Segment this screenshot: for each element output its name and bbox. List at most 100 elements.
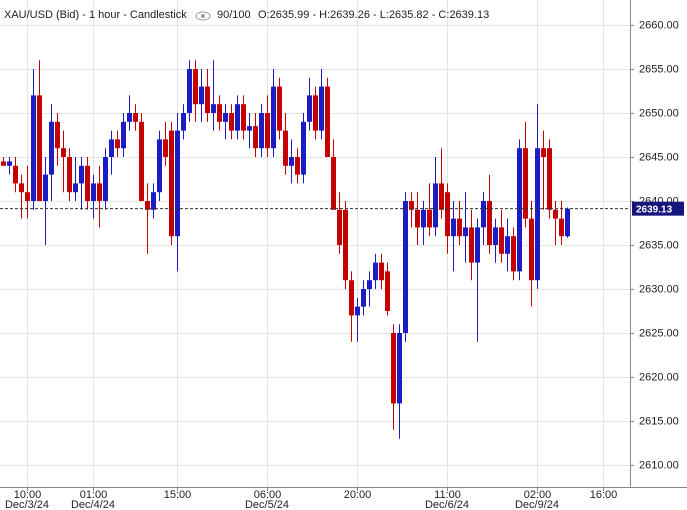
candle-body [355, 306, 360, 316]
candle-body [127, 112, 132, 122]
x-tick-label: 01:00 [80, 489, 108, 501]
candle-body [211, 104, 216, 113]
candle-body [535, 148, 540, 281]
chart-title: XAU/USD (Bid) - 1 hour - Candlestick [4, 9, 187, 21]
x-tick-label: 20:00 [344, 489, 372, 501]
candle-body [55, 121, 60, 149]
counter: 90/100 [217, 9, 251, 21]
candle-body [529, 218, 534, 281]
candle-body [463, 227, 468, 237]
x-tick-label: 16:00 [590, 489, 618, 501]
candle-body [421, 209, 426, 228]
candle-body [499, 227, 504, 254]
candle-body [37, 95, 42, 201]
ohlc-label: O: [258, 9, 270, 21]
candle-body [1, 161, 6, 166]
ohlc-readout: O:2635.99 - H:2639.26 - L:2635.82 - C:26… [258, 9, 489, 21]
x-date-label: Dec/6/24 [425, 499, 469, 510]
candle-body [295, 156, 300, 175]
x-tick-label: 15:00 [164, 489, 192, 501]
candle-body [199, 86, 204, 105]
candle-body [235, 104, 240, 131]
y-tick-label: 2610.00 [639, 459, 679, 471]
candle-body [559, 218, 564, 237]
x-tick-label: 10:00 [14, 489, 42, 501]
last-price-tag [632, 201, 684, 216]
candle-body [217, 104, 222, 122]
candle-body [433, 183, 438, 228]
candle-body [415, 209, 420, 228]
candle-body [391, 332, 396, 404]
candle-body [19, 183, 24, 193]
eye-icon [195, 11, 211, 21]
candle-body [79, 165, 84, 184]
x-tick-label: 02:00 [524, 489, 552, 501]
candle-body [25, 192, 30, 201]
candle-body [517, 148, 522, 272]
candle-body [259, 112, 264, 149]
candle-body [271, 86, 276, 149]
candle-body [451, 218, 456, 237]
candle-body [109, 139, 114, 157]
candle-body [61, 148, 66, 157]
candle-body [307, 95, 312, 122]
candle-body [511, 236, 516, 272]
candle-body [397, 332, 402, 404]
candle-body [565, 208, 570, 237]
candle-body [91, 183, 96, 201]
candle-body [553, 209, 558, 219]
candle-body [163, 139, 168, 157]
candle-body [541, 148, 546, 157]
candle-body [457, 218, 462, 237]
candle-body [343, 209, 348, 281]
y-tick-label: 2620.00 [639, 371, 679, 383]
candle-body [445, 192, 450, 237]
y-tick-label: 2650.00 [639, 107, 679, 119]
candle-body [205, 86, 210, 113]
candle-body [289, 156, 294, 166]
candle-body [13, 165, 18, 184]
y-tick-label: 2655.00 [639, 63, 679, 75]
candle-body [385, 271, 390, 311]
candle-body [547, 148, 552, 210]
x-tick-label: 06:00 [254, 489, 282, 501]
candle-body [475, 227, 480, 263]
candle-body [223, 112, 228, 122]
candle-body [337, 209, 342, 245]
candle-body [247, 126, 252, 131]
candle-body [133, 112, 138, 122]
x-date-label: Dec/3/24 [5, 499, 49, 510]
y-tick-label: 2625.00 [639, 327, 679, 339]
candle-body [331, 156, 336, 210]
candle-body [505, 236, 510, 254]
candle-body [7, 161, 12, 166]
candle-body [373, 262, 378, 281]
candle-body [49, 121, 54, 175]
candle-body [379, 262, 384, 281]
candle-body [409, 200, 414, 210]
candle-body [145, 200, 150, 210]
ohlc-label: - H: [309, 9, 330, 21]
candle-body [121, 121, 126, 149]
candle-body [493, 227, 498, 245]
last-price-label: 2639.13 [636, 204, 673, 215]
candle-body [43, 174, 48, 201]
ohlc-label: - L: [370, 9, 389, 21]
candle-body [151, 192, 156, 210]
candle-body [115, 139, 120, 149]
ohlc-value: 2635.99 [270, 9, 310, 21]
candle-body [367, 280, 372, 289]
candle-body [469, 227, 474, 263]
candle-body [301, 121, 306, 175]
candle-body [427, 209, 432, 228]
candle-body [85, 165, 90, 201]
ohlc-value: 2635.82 [389, 9, 429, 21]
candle-body [169, 130, 174, 237]
candle-body [193, 68, 198, 105]
ohlc-value: 2639.13 [449, 9, 489, 21]
candle-body [175, 130, 180, 237]
candle-body [97, 183, 102, 201]
candle-body [139, 121, 144, 201]
ohlc-label: - C: [429, 9, 450, 21]
